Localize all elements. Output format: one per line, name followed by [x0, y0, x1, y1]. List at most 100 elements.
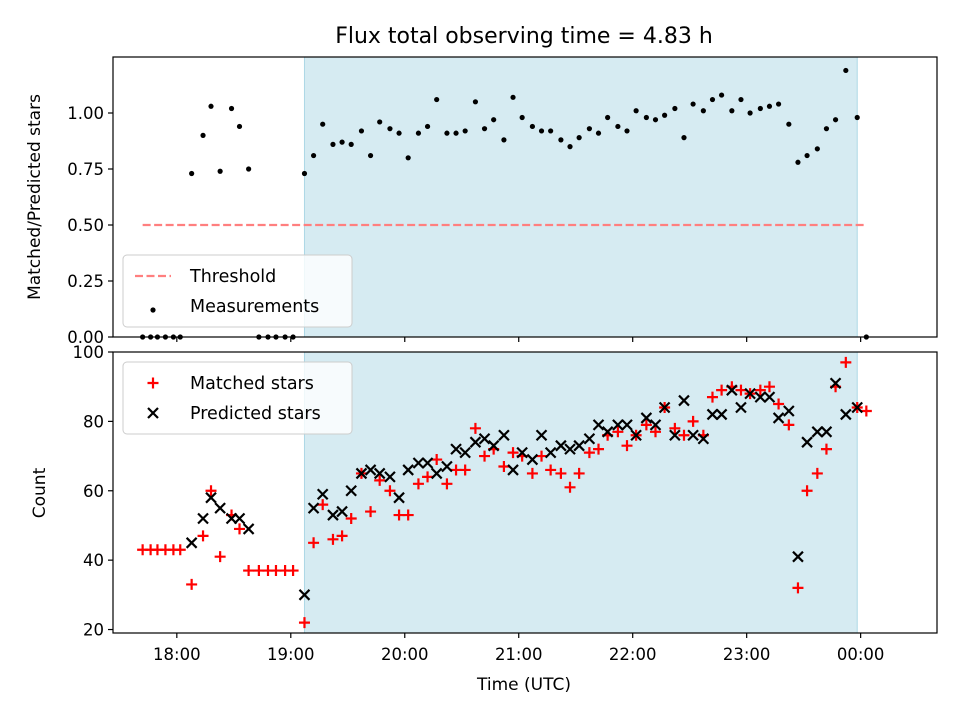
measurements-point: [377, 119, 383, 125]
x-tick-label: 23:00: [723, 645, 771, 664]
matched-stars-point: [441, 478, 453, 490]
predicted-stars-point: [820, 426, 833, 438]
measurements-point: [804, 152, 810, 159]
matched-stars-point: [840, 356, 852, 368]
measurements-point: [586, 126, 592, 132]
predicted-stars-point: [535, 429, 548, 442]
measurements-point: [208, 103, 214, 109]
legend-predicted-stars-label: Predicted stars: [190, 404, 321, 424]
predicted-stars-point: [345, 484, 357, 497]
plot-frame: [112, 351, 938, 634]
matched-stars-point: [422, 471, 434, 483]
matched-stars-point: [811, 467, 823, 479]
measurements-point: [510, 94, 516, 100]
predicted-stars-point: [592, 419, 605, 431]
measurements-point: [453, 130, 459, 136]
matched-stars-point: [243, 565, 255, 577]
predicted-stars-point: [487, 439, 500, 452]
predicted-stars-point: [735, 401, 747, 414]
predicted-stars-point: [649, 419, 662, 431]
predicted-stars-point: [801, 436, 813, 448]
matched-stars-point: [345, 513, 357, 525]
observing-window-span: [303, 56, 858, 338]
matched-stars-point: [621, 440, 633, 452]
matched-stars-point: [384, 485, 396, 497]
measurements-point: [472, 99, 479, 105]
y-tick-label: 0.25: [67, 272, 104, 291]
legend-measurements-label: Measurements: [190, 297, 319, 317]
matched-stars-point: [716, 384, 728, 396]
measurements-point: [729, 108, 735, 114]
y-tick-label: 60: [83, 482, 104, 501]
matched-stars-point: [507, 447, 519, 459]
matched-stars-point: [754, 384, 766, 396]
predicted-stars-point: [516, 446, 528, 459]
predicted-stars-point: [792, 550, 804, 563]
matched-stars-point: [317, 499, 329, 511]
y-tick-label: 1.00: [67, 104, 104, 123]
predicted-stars-point: [669, 429, 681, 442]
measurements-point: [462, 128, 468, 134]
matched-stars-point: [498, 460, 510, 472]
matched-stars-point: [214, 551, 226, 563]
predicted-stars-point: [233, 512, 246, 525]
matched-stars-point: [706, 391, 718, 403]
predicted-stars-point: [498, 429, 510, 442]
measurements-point: [310, 152, 317, 159]
matched-stars-point: [365, 506, 377, 518]
legend-threshold-label: Threshold: [189, 267, 276, 287]
predicted-stars-point: [355, 467, 368, 480]
predicted-stars-point: [658, 401, 671, 414]
chart-title: Flux total observing time = 4.83 h: [335, 24, 713, 49]
predicted-stars-point: [564, 443, 576, 455]
matched-stars-point: [763, 381, 775, 393]
measurements-point: [775, 101, 782, 107]
predicted-stars-point: [726, 384, 738, 396]
predicted-stars-point: [744, 387, 756, 400]
predicted-stars-point: [364, 464, 377, 476]
y-tick-label: 100: [73, 343, 105, 362]
measurements-point: [387, 126, 393, 132]
measurements-point: [434, 96, 440, 103]
matched-stars-point: [612, 426, 624, 438]
legend-matched-stars-label: Matched stars: [190, 374, 314, 394]
legend-box: [122, 254, 353, 328]
top-panel: 0.00 0.25 0.50 0.75 1.00 Threshold Measurement…: [67, 56, 938, 347]
x-tick-label: 00:00: [837, 645, 885, 664]
measurements-point: [519, 114, 525, 121]
predicted-stars-point: [544, 446, 557, 459]
predicted-stars-point: [640, 412, 653, 424]
measurements-point: [814, 146, 820, 152]
matched-stars-point: [298, 617, 310, 629]
measurements-point: [415, 130, 422, 136]
predicted-stars-point: [630, 429, 642, 442]
matched-stars-point: [526, 467, 538, 479]
measurements-point: [662, 112, 668, 118]
measurements-point: [823, 126, 830, 132]
plot-frame: [112, 56, 938, 338]
matched-stars-point: [678, 429, 690, 441]
y-tick-label: 0.75: [67, 160, 104, 179]
measurements-point: [358, 128, 365, 134]
measurements-point: [681, 135, 687, 141]
predicted-stars-point: [327, 509, 339, 521]
predicted-stars-point: [298, 589, 311, 601]
matched-stars-point: [687, 415, 699, 427]
measurements-point: [709, 96, 716, 103]
measurements-point: [189, 170, 195, 177]
x-tick-label: 19:00: [267, 645, 315, 664]
x-tick-label: 18:00: [153, 645, 201, 664]
x-axis-label: Time (UTC): [476, 675, 571, 695]
predicted-stars-point: [402, 464, 414, 476]
measurements-point: [615, 123, 621, 130]
measurements-point: [481, 126, 488, 132]
predicted-stars-point: [573, 439, 585, 452]
measurements-point: [330, 141, 336, 147]
top-y-axis-label: Matched/Predicted stars: [25, 94, 45, 300]
predicted-stars-point: [783, 405, 795, 417]
matched-stars-point: [479, 450, 491, 462]
measurements-point: [672, 105, 678, 112]
bottom-y-axis-label: Count: [30, 467, 50, 518]
measurements-point: [795, 159, 801, 165]
